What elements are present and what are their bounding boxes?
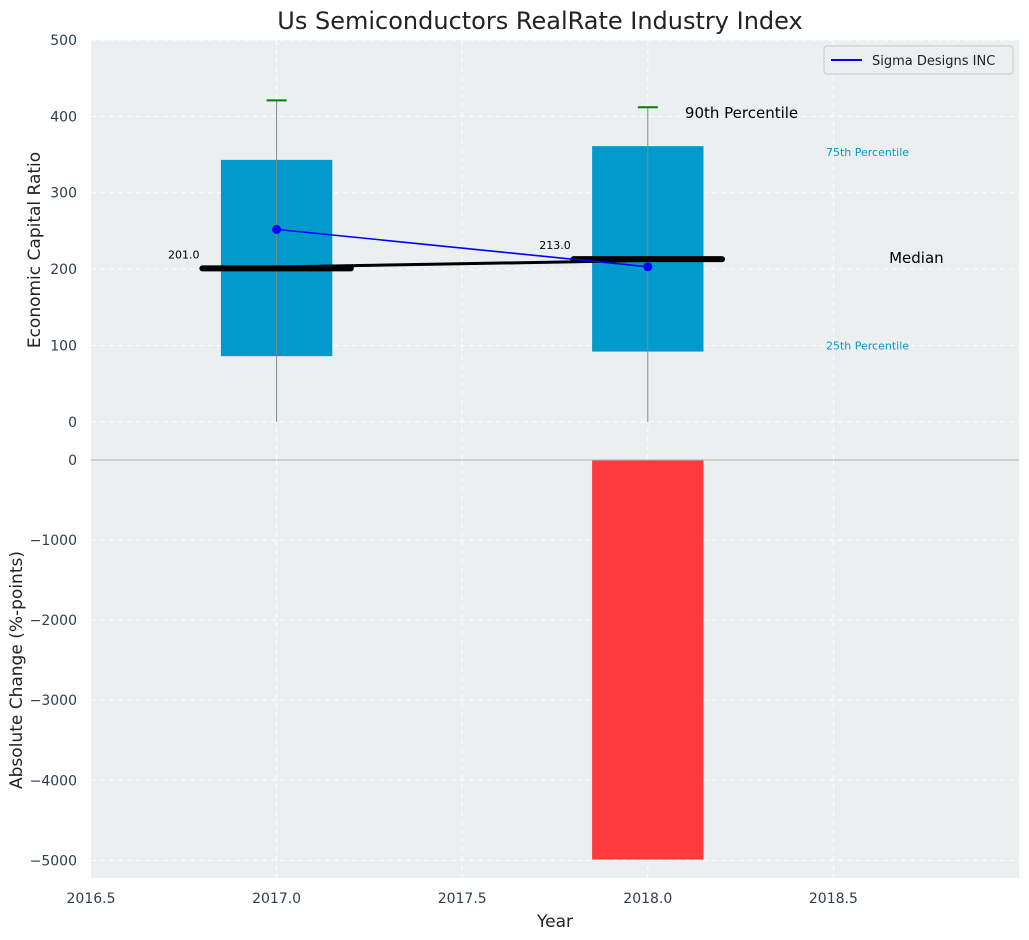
legend-label-sigma-designs: Sigma Designs INC [872, 54, 995, 69]
bottom-y-tick-label: −2000 [30, 613, 77, 629]
x-tick-label: 2016.5 [67, 891, 116, 907]
x-tick-label: 2017.0 [252, 891, 301, 907]
series-point-sigma-designs [643, 262, 653, 272]
x-axis-label: Year [536, 912, 573, 932]
top-y-tick-label: 0 [68, 415, 77, 431]
legend-box [823, 45, 1014, 75]
annotation-25th-percentile: 25th Percentile [826, 340, 909, 353]
series-point-sigma-designs [272, 224, 282, 234]
x-tick-label: 2017.5 [438, 891, 487, 907]
top-y-tick-label: 100 [50, 338, 77, 354]
top-y-tick-label: 500 [50, 33, 77, 49]
top-y-ticks: 500 400 300 200 100 0 [50, 33, 77, 431]
bottom-y-tick-label: −3000 [30, 693, 77, 709]
x-ticks: 2016.5 2017.0 2017.5 2018.0 2018.5 [67, 891, 858, 907]
x-tick-label: 2018.5 [809, 891, 858, 907]
lines [202, 224, 723, 272]
top-y-tick-label: 200 [50, 262, 77, 278]
top-y-tick-label: 400 [50, 109, 77, 125]
median-value-label: 213.0 [539, 239, 571, 252]
bottom-y-tick-label: −5000 [30, 853, 77, 869]
annotations: 201.0 213.0 90th Percentile 75th Percentile… [168, 104, 944, 352]
series-line-sigma-designs [276, 228, 648, 268]
top-y-tick-label: 300 [50, 186, 77, 202]
bottom-bars [592, 460, 704, 860]
top-y-axis-label: Economic Capital Ratio [25, 152, 45, 348]
change-bar [592, 460, 704, 860]
bottom-y-tick-label: 0 [68, 453, 77, 469]
annotation-75th-percentile: 75th Percentile [826, 146, 909, 159]
bottom-y-axis-label: Absolute Change (%-points) [7, 551, 27, 789]
median-trend-line [202, 257, 723, 270]
median-value-label: 201.0 [168, 248, 200, 261]
boxes [199, 99, 726, 422]
bottom-plot-area [91, 460, 1019, 878]
bottom-y-ticks: 0 −1000 −2000 −3000 −4000 −5000 [30, 453, 77, 869]
chart-title: Us Semiconductors RealRate Industry Inde… [277, 7, 802, 35]
bottom-y-tick-label: −1000 [30, 533, 77, 549]
bottom-y-tick-label: −4000 [30, 773, 77, 789]
annotation-median: Median [889, 249, 944, 267]
legend: Sigma Designs INC [823, 45, 1014, 75]
annotation-90th-percentile: 90th Percentile [685, 104, 798, 122]
x-tick-label: 2018.0 [623, 891, 672, 907]
